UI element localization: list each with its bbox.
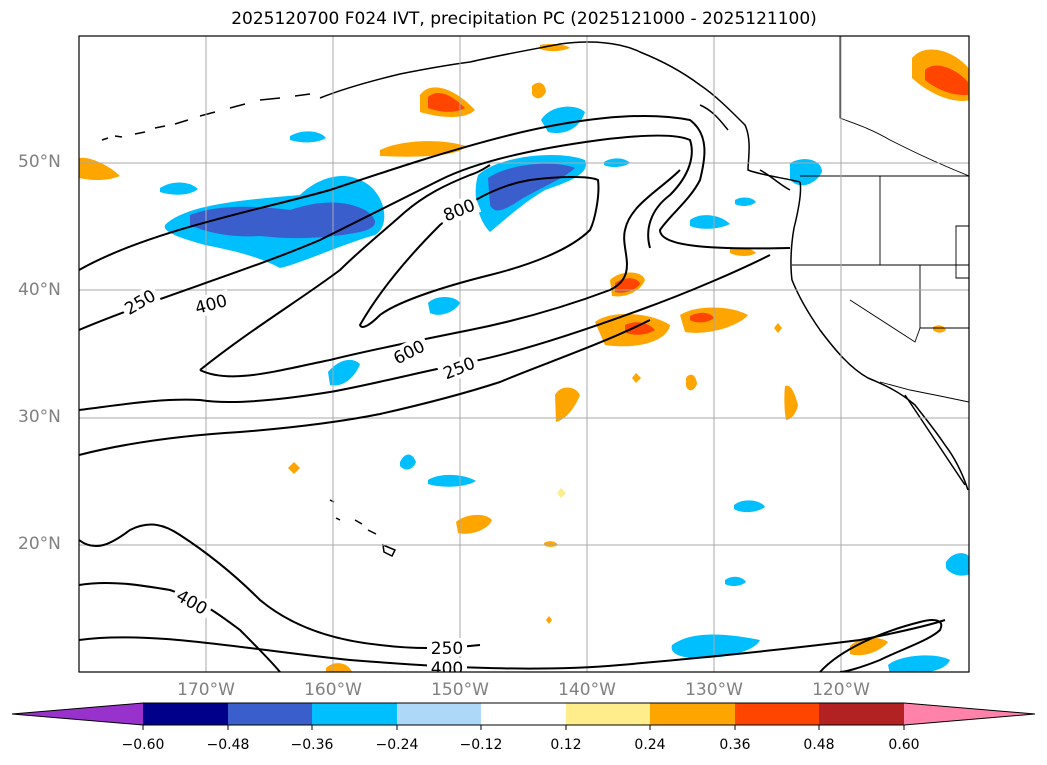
colorbar-tick-label: 0.36 (719, 737, 751, 753)
lon-label-140w: 140°W (558, 680, 616, 700)
hawaii-islands (329, 499, 397, 558)
neg-anomaly-se (888, 655, 950, 672)
precip-fill-layer (79, 44, 969, 672)
colorbar-bin-9 (819, 703, 904, 725)
pos-anomaly-tiny-5 (774, 323, 782, 333)
pos-anomaly-tiny-1 (288, 462, 300, 474)
neg-anomaly-nw-coast (790, 159, 822, 186)
ivt-contour-250-north (79, 114, 791, 271)
pos-anomaly-mid-2-core (625, 322, 655, 335)
aleutian-islands (101, 93, 311, 141)
ivt-contour-800-inner (358, 176, 600, 328)
neg-anomaly-tiny-d (735, 197, 756, 207)
pos-anomaly-mid-4 (555, 387, 580, 422)
colorbar-bin-8 (735, 703, 819, 725)
colorbar-bin-3 (312, 703, 397, 725)
map-area: 250 400 800 600 250 400 250 400 (79, 36, 969, 679)
neg-anomaly-small-4 (428, 297, 460, 315)
pos-anomaly-small-e (850, 637, 888, 656)
pos-anomaly-mid-3-core (690, 312, 714, 323)
lon-label-150w: 150°W (431, 680, 489, 700)
coastline-north-america (790, 181, 969, 491)
colorbar-tick-label: −0.60 (121, 737, 165, 753)
colorbar-bin-7 (650, 703, 735, 725)
neg-anomaly-small-6 (734, 500, 765, 513)
contour-label-250-south: 250 (431, 639, 463, 659)
ivt-contour-250-southmost (79, 319, 651, 456)
pos-anomaly-ne-core (925, 65, 968, 96)
pos-anomaly-tiny-4 (632, 373, 641, 383)
neg-anomaly-small-2 (290, 131, 326, 143)
colorbar-tick-label: 0.24 (634, 737, 666, 753)
border-states (792, 176, 969, 343)
coastline-baja (904, 394, 966, 486)
pos-anomaly-small-a (532, 82, 546, 99)
colorbar-bin-2 (228, 703, 312, 725)
pos-anomaly-gulf-core (428, 92, 465, 112)
ivt-contour-250-south (79, 254, 771, 411)
pos-anomaly-mid-5 (784, 385, 798, 420)
neg-anomaly-central-core (488, 163, 575, 211)
border-us-mexico (879, 381, 969, 403)
border-layer (792, 36, 969, 403)
colorbar-tick-label: 0.48 (803, 737, 835, 753)
pos-anomaly-tiny-3 (546, 616, 552, 624)
coastline-alaska (319, 41, 801, 183)
neg-anomaly-small-1 (160, 182, 198, 195)
pos-anomaly-small-d (686, 374, 697, 391)
ivt-contour-400-north (79, 134, 693, 331)
colorbar-extend-high (904, 703, 1035, 725)
border-alaska-canada (839, 36, 969, 177)
neg-anomaly-tiny-a (400, 454, 416, 470)
ivt-contour-se (819, 619, 943, 672)
colorbar-tick-label: 0.60 (888, 737, 920, 753)
ivt-contour-600-south (199, 169, 681, 378)
neg-anomaly-small-5 (428, 474, 476, 487)
ivt-contour-250-lower (79, 619, 946, 670)
colorbar-tick-label: −0.12 (459, 737, 503, 753)
colorbar-extend-low (12, 703, 143, 725)
colorbar-bin-6 (566, 703, 650, 725)
ivt-contour-400-south (79, 523, 481, 650)
lon-label-130w: 130°W (685, 680, 743, 700)
coastline-layer (101, 41, 969, 558)
neg-anomaly-south (671, 634, 760, 659)
pos-anomaly-small-c (730, 247, 756, 257)
neg-anomaly-tiny-c (725, 576, 746, 587)
colorbar (11, 702, 1036, 730)
lat-label-50n: 50°N (18, 152, 61, 172)
ivt-contours (79, 114, 946, 672)
neg-anomaly-small-7 (690, 215, 730, 229)
lat-label-20n: 20°N (18, 534, 61, 554)
colorbar-tick-label: −0.48 (206, 737, 250, 753)
lon-label-120w: 120°W (812, 680, 870, 700)
lon-label-160w: 160°W (304, 680, 362, 700)
pos-anomaly-tiny-6 (933, 325, 946, 333)
neg-anomaly-east (946, 553, 969, 576)
lat-label-30n: 30°N (18, 407, 61, 427)
colorbar-tick-label: −0.24 (375, 737, 419, 753)
colorbar-bin-1 (143, 703, 228, 725)
lat-label-40n: 40°N (18, 280, 61, 300)
colorbar-bin-5 (481, 703, 566, 725)
pos-anomaly-tiny-2 (557, 488, 566, 498)
contour-label-400-bottom: 400 (431, 659, 463, 679)
neg-anomaly-west-core (190, 202, 376, 239)
ivt-contour-600-inner (199, 164, 491, 371)
colorbar-tick-label: 0.12 (550, 737, 582, 753)
pos-anomaly-mid-6 (456, 514, 492, 534)
map-frame (78, 35, 970, 673)
lon-label-170w: 170°W (177, 680, 235, 700)
neg-anomaly-small-3 (328, 359, 360, 386)
map-title: 2025120700 F024 IVT, precipitation PC (2… (231, 9, 817, 29)
canada-coast-islands (699, 104, 791, 191)
colorbar-bin-4 (397, 703, 481, 725)
graticule (79, 36, 969, 672)
colorbar-tick-label: −0.36 (290, 737, 334, 753)
